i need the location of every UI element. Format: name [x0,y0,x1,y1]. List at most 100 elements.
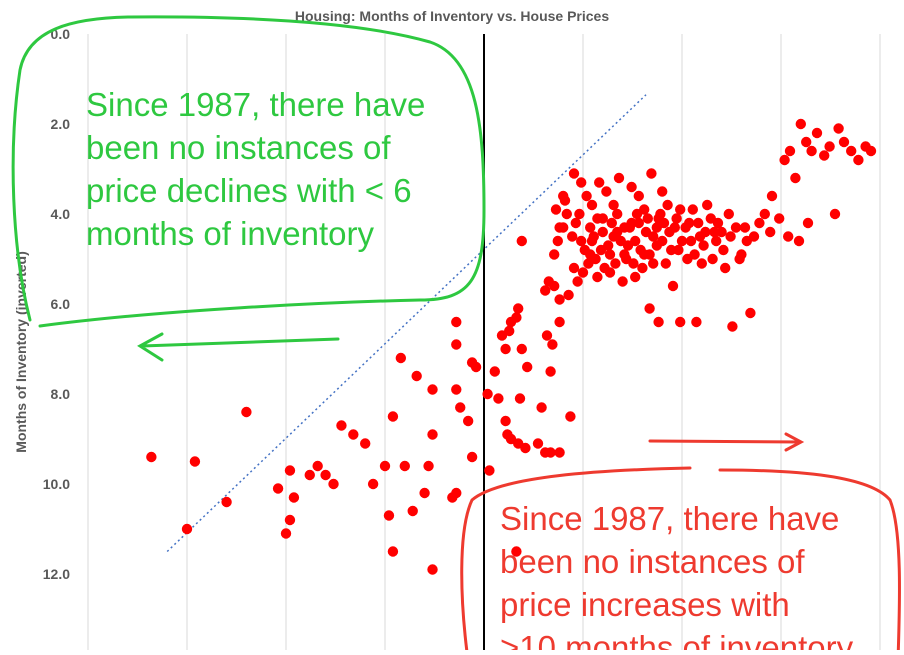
data-point [622,240,634,251]
data-point [427,384,438,395]
data-point [657,186,668,197]
data-point [585,222,596,233]
data-point [709,226,720,238]
data-point [631,208,643,220]
data-point [642,213,653,224]
data-point [500,343,511,355]
data-point [801,136,812,148]
red-annotation-loop [460,466,902,655]
data-point [545,447,556,458]
data-point [336,420,347,431]
data-point [312,460,323,472]
data-point [328,478,339,490]
data-point [516,235,527,247]
green-note-line-2: been no instances of [86,129,391,166]
data-point [579,244,590,256]
data-point [568,262,580,274]
y-tick-label: 2.0 [51,116,71,132]
data-point [630,271,641,283]
data-point [727,321,738,332]
data-point [617,276,628,287]
data-point [689,249,700,260]
data-point [806,145,817,157]
data-point [563,289,574,301]
data-point [549,249,560,260]
data-point [554,447,565,458]
data-point [626,181,637,193]
red-note-line-1: Since 1987, there have [500,500,839,537]
data-point [685,235,697,247]
data-point [272,483,284,494]
data-point [320,469,331,481]
data-point [554,316,565,328]
data-point [711,235,722,247]
data-point [181,523,193,535]
data-point [500,415,511,427]
data-point [595,244,607,256]
data-point [793,235,805,247]
data-point [655,208,666,220]
data-point [676,235,688,247]
data-point [451,339,462,350]
data-point [790,172,801,184]
svg-text:Since 1987, there have: Since 1987, there have [500,500,839,537]
data-point [802,217,814,229]
data-point [675,316,686,328]
data-point [284,465,296,476]
data-point [496,330,508,341]
data-point [673,244,684,256]
data-point [484,465,495,476]
data-point [644,303,655,314]
data-point [288,492,300,503]
data-point [540,285,551,296]
data-point [833,123,844,134]
data-point [774,213,785,224]
data-point [633,217,644,229]
data-point [838,136,850,148]
red-arrow-icon [648,432,805,452]
data-point [720,262,731,274]
data-point [550,204,562,215]
data-point [455,402,466,413]
data-point [765,226,776,238]
data-point [451,316,462,328]
data-point [613,172,625,184]
data-point [427,564,438,575]
data-point [829,208,841,220]
data-point [784,145,796,157]
red-note-line-4: >10 months of inventory [500,629,854,650]
y-tick-label: 6.0 [51,296,71,312]
data-point [745,307,756,319]
data-point [667,280,679,292]
chart-title: Housing: Months of Inventory vs. House P… [295,8,609,24]
data-point [451,487,462,499]
data-point [846,145,857,157]
data-point [411,370,422,382]
data-point [730,222,742,233]
data-point [541,330,553,341]
green-note-line-4: months of inventory [86,215,374,252]
data-point [723,208,734,220]
data-point [604,267,616,278]
data-point [601,186,612,197]
data-points [146,118,877,575]
data-point [583,258,594,269]
data-point [360,438,371,449]
y-tick-label: 12.0 [43,566,70,582]
data-point [559,195,571,206]
data-point [766,190,778,202]
data-point [514,393,526,404]
svg-text:price declines with < 6: price declines with < 6 [86,172,412,209]
data-point [387,546,399,557]
data-point [639,249,650,260]
data-point [662,199,673,211]
trendline-group [166,94,647,553]
data-point [545,366,556,377]
data-point [552,235,563,247]
data-point [718,244,729,256]
data-point [284,514,296,526]
data-point [660,258,671,269]
green-arrow-icon [137,332,340,362]
